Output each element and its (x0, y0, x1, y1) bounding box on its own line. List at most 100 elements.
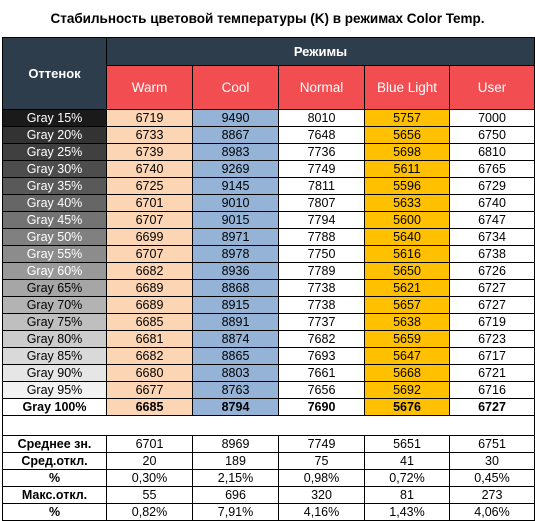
value-cell-user: 6765 (449, 160, 535, 178)
row-label: Gray 25% (2, 143, 107, 161)
value-cell-blue-light: 5638 (364, 313, 450, 331)
value-cell-warm: 6701 (106, 194, 193, 212)
stat-label: Среднее зн. (2, 435, 107, 453)
value-cell-normal: 7749 (278, 160, 365, 178)
stat-cell-normal: 0,98% (278, 469, 365, 487)
value-cell-blue-light: 5647 (364, 347, 450, 365)
value-cell-cool: 8936 (192, 262, 279, 280)
value-cell-blue-light: 5616 (364, 245, 450, 263)
row-label: Gray 90% (2, 364, 107, 382)
table-row: Gray 85% 6682 8865 7693 5647 6717 (2, 347, 535, 365)
value-cell-cool: 9015 (192, 211, 279, 229)
row-label: Gray 15% (2, 109, 107, 127)
mode-header-blue-light: Blue Light (364, 65, 450, 110)
stat-cell-normal: 4,16% (278, 503, 365, 521)
value-cell-blue-light: 5668 (364, 364, 450, 382)
stat-cell-user: 273 (449, 486, 535, 504)
value-cell-cool: 8978 (192, 245, 279, 263)
value-cell-warm: 6689 (106, 296, 193, 314)
value-cell-normal: 7794 (278, 211, 365, 229)
row-label: Gray 55% (2, 245, 107, 263)
mode-header-normal: Normal (278, 65, 365, 110)
value-cell-cool: 8915 (192, 296, 279, 314)
value-cell-user: 6717 (449, 347, 535, 365)
value-cell-user: 6734 (449, 228, 535, 246)
mode-header-user: User (449, 65, 535, 110)
value-cell-blue-light: 5640 (364, 228, 450, 246)
value-cell-user: 6727 (449, 296, 535, 314)
value-cell-cool: 8865 (192, 347, 279, 365)
value-cell-blue-light: 5621 (364, 279, 450, 297)
value-cell-user: 6726 (449, 262, 535, 280)
value-cell-normal: 7789 (278, 262, 365, 280)
value-cell-user: 6719 (449, 313, 535, 331)
value-cell-warm: 6739 (106, 143, 193, 161)
table-row: Gray 100% 6685 8794 7690 5676 6727 (2, 398, 535, 416)
value-cell-blue-light: 5757 (364, 109, 450, 127)
stat-row: Сред.откл. 20 189 75 41 30 (2, 452, 535, 470)
value-cell-normal: 7693 (278, 347, 365, 365)
stat-cell-blue-light: 81 (364, 486, 450, 504)
table-row: Gray 45% 6707 9015 7794 5600 6747 (2, 211, 535, 229)
value-cell-user: 6750 (449, 126, 535, 144)
value-cell-user: 6727 (449, 279, 535, 297)
value-cell-cool: 8983 (192, 143, 279, 161)
value-cell-normal: 7788 (278, 228, 365, 246)
value-cell-warm: 6707 (106, 245, 193, 263)
value-cell-warm: 6740 (106, 160, 193, 178)
stat-cell-warm: 6701 (106, 435, 193, 453)
row-label: Gray 100% (2, 398, 107, 416)
value-cell-normal: 7690 (278, 398, 365, 416)
row-label: Gray 95% (2, 381, 107, 399)
table-row: Gray 70% 6689 8915 7738 5657 6727 (2, 296, 535, 314)
value-cell-warm: 6685 (106, 313, 193, 331)
value-cell-cool: 8868 (192, 279, 279, 297)
value-cell-normal: 7661 (278, 364, 365, 382)
table-row: Gray 65% 6689 8868 7738 5621 6727 (2, 279, 535, 297)
value-cell-cool: 9269 (192, 160, 279, 178)
stat-row: % 0,30% 2,15% 0,98% 0,72% 0,45% (2, 469, 535, 487)
value-cell-cool: 8891 (192, 313, 279, 331)
value-cell-warm: 6719 (106, 109, 193, 127)
table-row: Gray 90% 6680 8803 7661 5668 6721 (2, 364, 535, 382)
value-cell-cool: 8803 (192, 364, 279, 382)
stat-cell-user: 6751 (449, 435, 535, 453)
mode-header-warm: Warm (106, 65, 193, 110)
value-cell-normal: 7648 (278, 126, 365, 144)
table-row: Gray 75% 6685 8891 7737 5638 6719 (2, 313, 535, 331)
value-cell-warm: 6725 (106, 177, 193, 195)
value-cell-user: 6740 (449, 194, 535, 212)
stat-cell-warm: 0,30% (106, 469, 193, 487)
stat-cell-cool: 189 (192, 452, 279, 470)
group-header-modes: Режимы (106, 37, 535, 66)
stat-label: % (2, 503, 107, 521)
chart-title: Стабильность цветовой температуры (K) в … (50, 11, 485, 26)
value-cell-normal: 7738 (278, 279, 365, 297)
value-cell-blue-light: 5676 (364, 398, 450, 416)
row-label: Gray 60% (2, 262, 107, 280)
table-row: Gray 80% 6681 8874 7682 5659 6723 (2, 330, 535, 348)
value-cell-normal: 7750 (278, 245, 365, 263)
row-label: Gray 45% (2, 211, 107, 229)
stat-row: % 0,82% 7,91% 4,16% 1,43% 4,06% (2, 503, 535, 521)
value-cell-blue-light: 5611 (364, 160, 450, 178)
stat-cell-blue-light: 5651 (364, 435, 450, 453)
table-row: Gray 20% 6733 8867 7648 5656 6750 (2, 126, 535, 144)
value-cell-warm: 6689 (106, 279, 193, 297)
value-cell-normal: 7736 (278, 143, 365, 161)
row-label: Gray 50% (2, 228, 107, 246)
value-cell-user: 6810 (449, 143, 535, 161)
table-row: Gray 55% 6707 8978 7750 5616 6738 (2, 245, 535, 263)
table-row: Gray 35% 6725 9145 7811 5596 6729 (2, 177, 535, 195)
value-cell-user: 6716 (449, 381, 535, 399)
stat-cell-blue-light: 41 (364, 452, 450, 470)
row-label: Gray 65% (2, 279, 107, 297)
row-label: Gray 70% (2, 296, 107, 314)
value-cell-blue-light: 5698 (364, 143, 450, 161)
stat-cell-cool: 2,15% (192, 469, 279, 487)
stat-cell-cool: 8969 (192, 435, 279, 453)
value-cell-user: 6738 (449, 245, 535, 263)
value-cell-user: 6723 (449, 330, 535, 348)
value-cell-normal: 7807 (278, 194, 365, 212)
stat-cell-normal: 75 (278, 452, 365, 470)
